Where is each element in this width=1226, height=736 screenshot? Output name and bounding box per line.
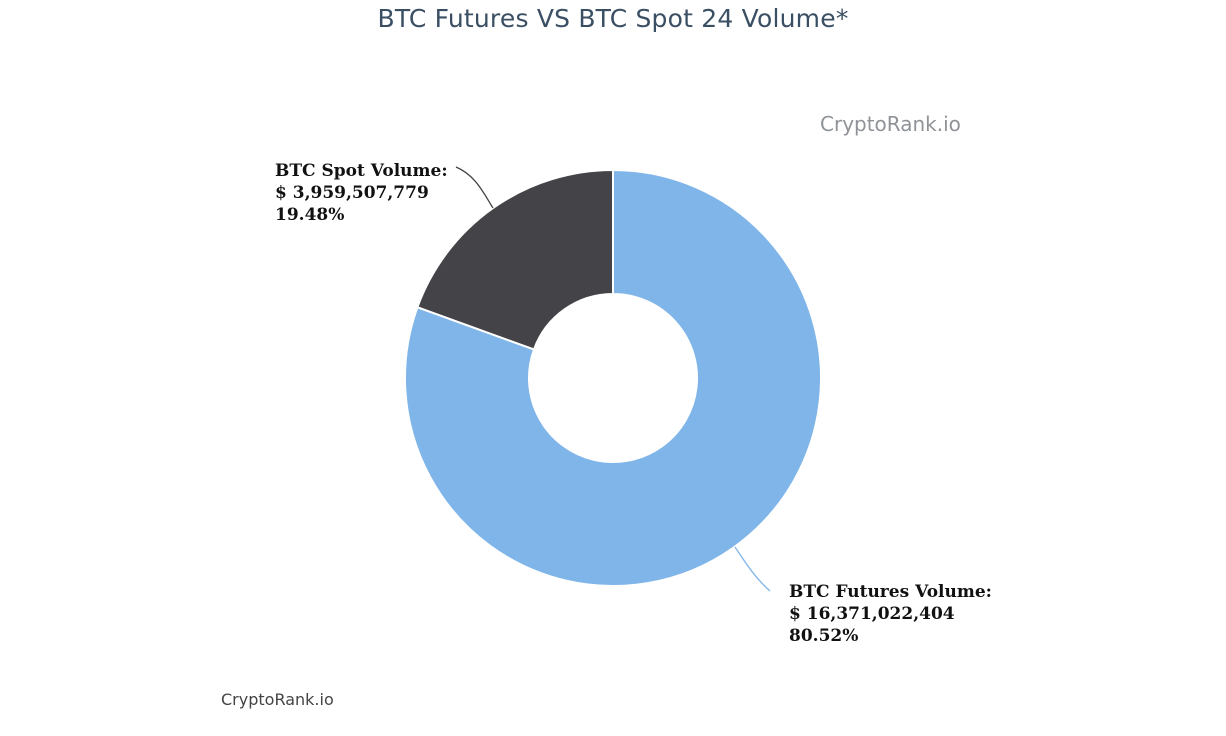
watermark: CryptoRank.io [820, 112, 961, 136]
label-spot-value: $ 3,959,507,779 [275, 183, 429, 203]
label-futures: BTC Futures Volume: $ 16,371,022,404 80.… [789, 581, 992, 647]
connector-futures [734, 546, 771, 592]
label-futures-percent: 80.52% [789, 626, 859, 646]
chart-title: BTC Futures VS BTC Spot 24 Volume* [377, 4, 849, 33]
label-spot-percent: 19.48% [275, 205, 345, 225]
slice-futures[interactable] [404, 168, 822, 587]
connector-spot [455, 166, 494, 209]
credit-footer: CryptoRank.io [221, 690, 334, 709]
label-spot: BTC Spot Volume: $ 3,959,507,779 19.48% [275, 160, 448, 226]
label-futures-name: BTC Futures Volume: [789, 582, 992, 602]
label-futures-value: $ 16,371,022,404 [789, 604, 955, 624]
label-spot-name: BTC Spot Volume: [275, 161, 448, 181]
slice-spot[interactable] [416, 168, 614, 351]
